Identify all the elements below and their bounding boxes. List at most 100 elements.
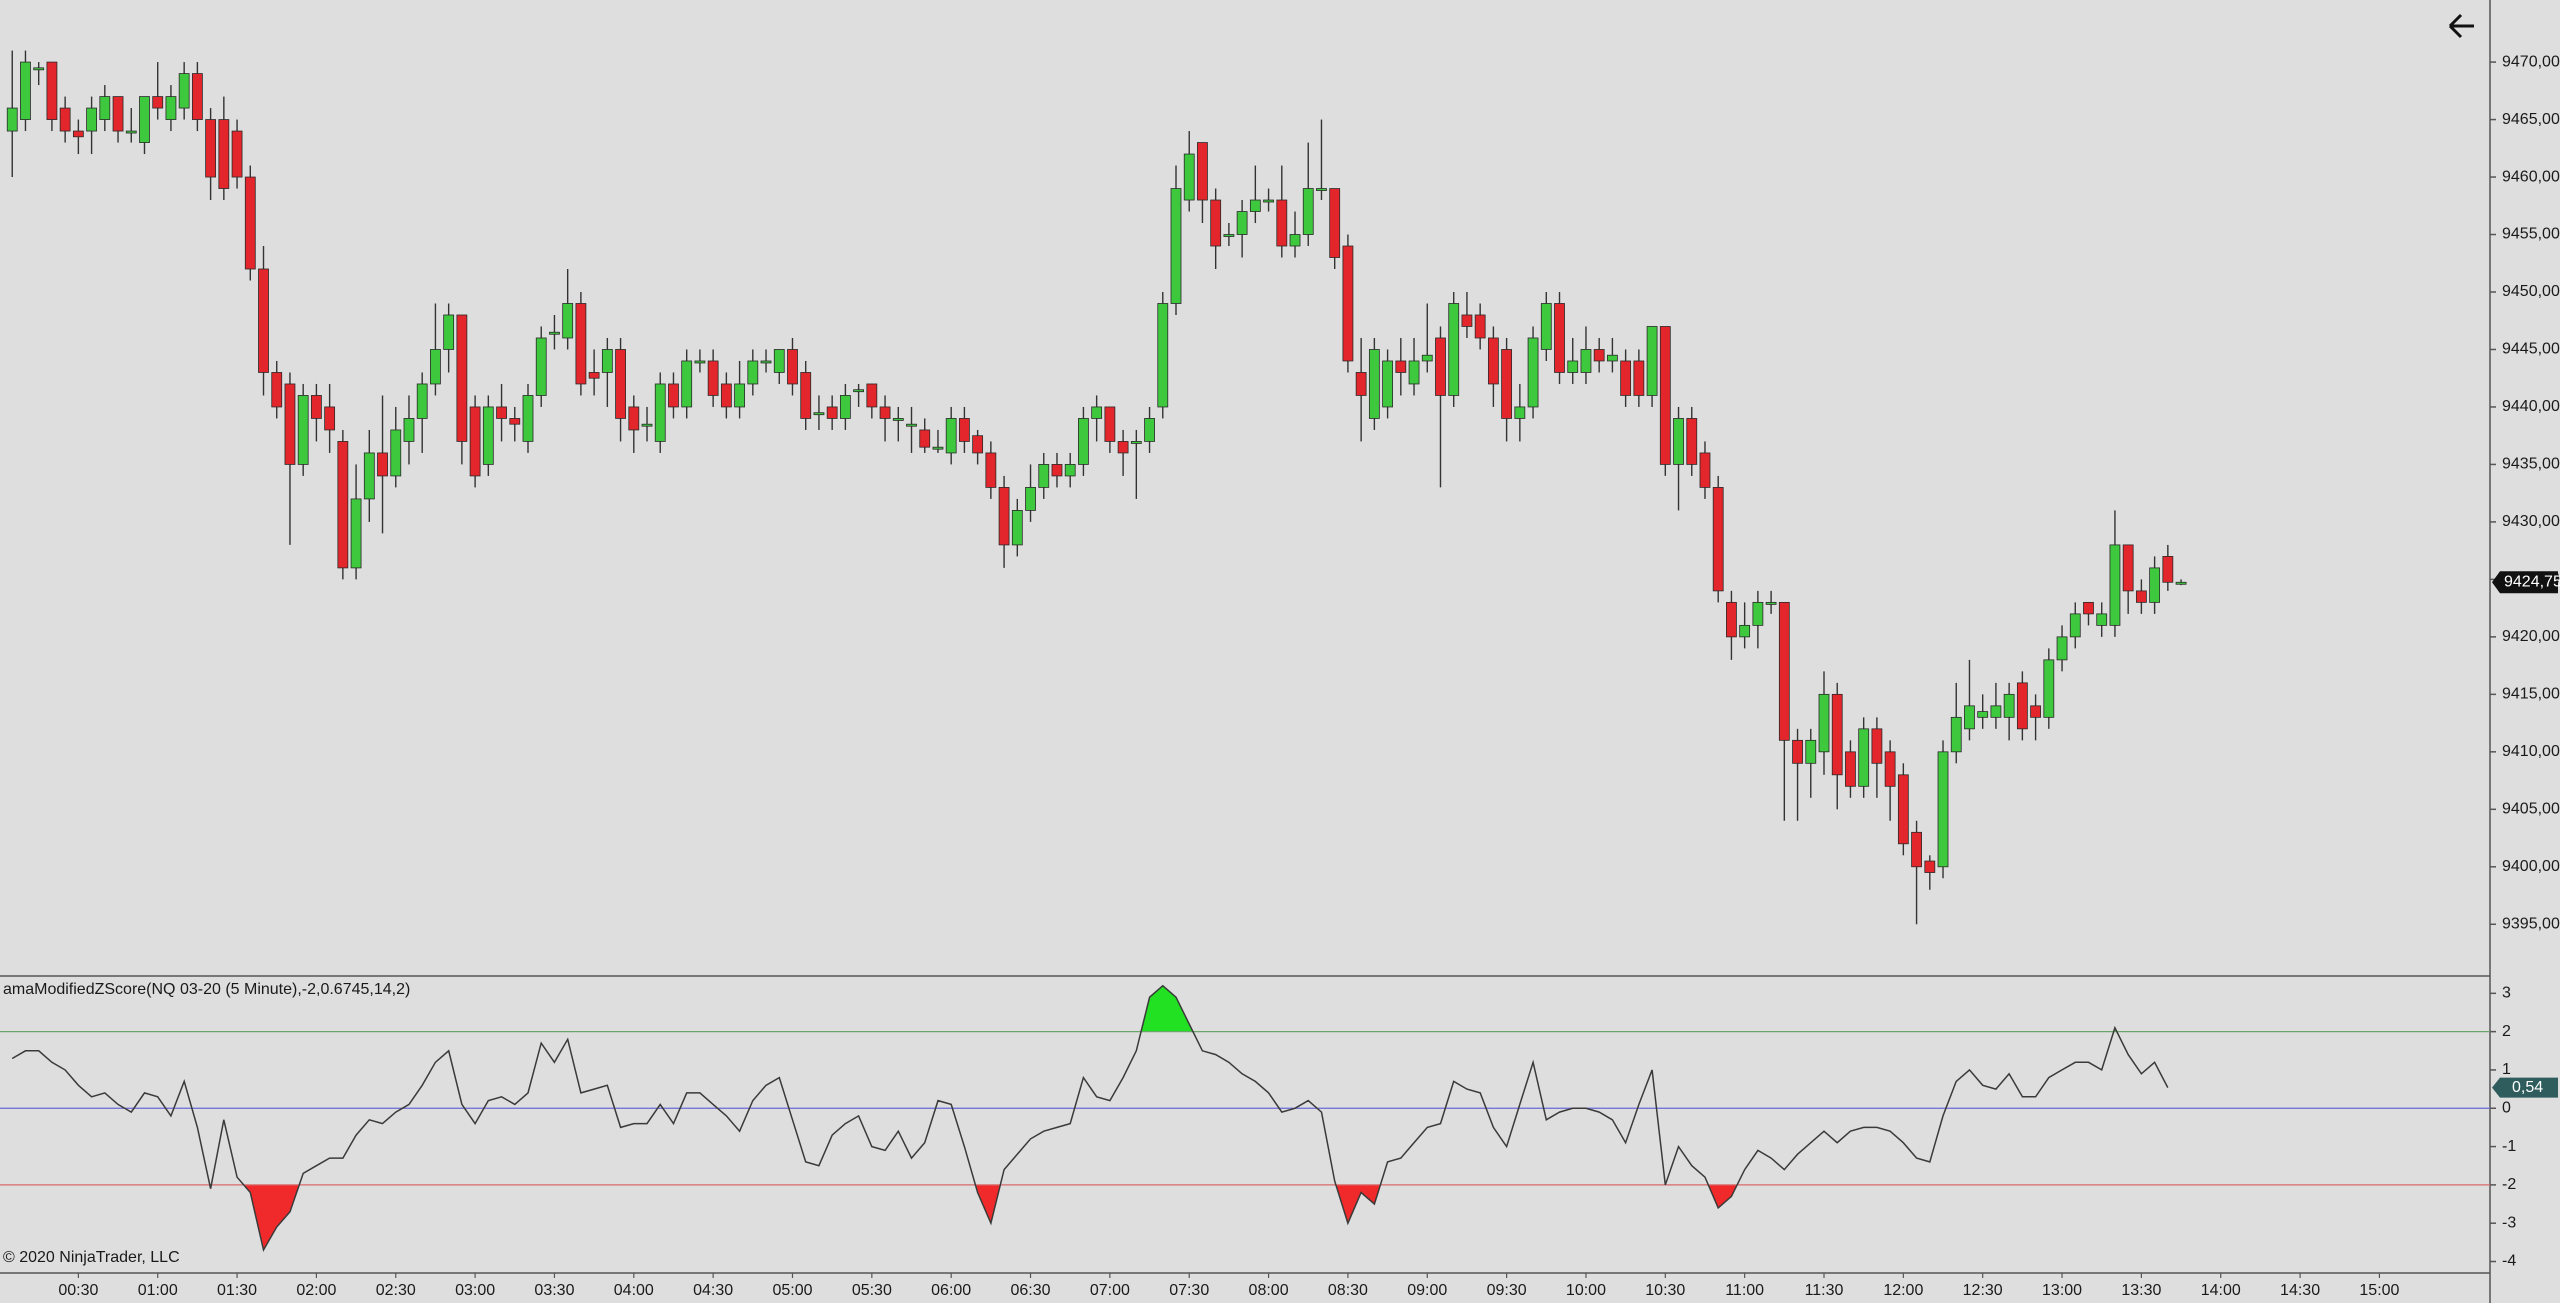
- x-tick-label: 10:00: [1566, 1282, 1606, 1299]
- candle-body: [1607, 354, 1618, 362]
- candle-body: [1144, 418, 1155, 442]
- candle-body: [337, 441, 349, 569]
- candle-body: [1316, 188, 1327, 191]
- candle-body: [99, 96, 111, 120]
- candle-body: [1778, 601, 1790, 741]
- candle-body: [72, 130, 84, 138]
- candle-body: [2083, 601, 2094, 615]
- candle-body: [46, 61, 58, 120]
- x-tick-label: 11:00: [1725, 1282, 1764, 1299]
- x-tick-label: 12:00: [1883, 1282, 1923, 1299]
- candles: [6, 50, 2187, 925]
- candle-body: [1977, 711, 1989, 718]
- candle-body: [1355, 372, 1367, 396]
- x-tick-label: 01:00: [138, 1282, 178, 1299]
- candle-body: [1897, 774, 1909, 845]
- x-tick-label: 03:30: [534, 1282, 574, 1299]
- y-tick-label: -4: [2502, 1253, 2516, 1270]
- candle-body: [641, 423, 653, 427]
- candle-body: [1673, 418, 1684, 465]
- y-tick-label: 9460,00: [2502, 168, 2560, 185]
- y-tick-label: 9410,00: [2502, 743, 2560, 760]
- x-tick-label: 13:30: [2121, 1282, 2161, 1299]
- candle-body: [1382, 360, 1393, 408]
- x-tick-label: 05:00: [772, 1282, 812, 1299]
- y-tick-label: 9465,00: [2502, 111, 2560, 128]
- candle-body: [2122, 544, 2134, 592]
- y-tick-label: 9395,00: [2502, 915, 2560, 932]
- indicator-line: [11, 984, 2169, 1253]
- candle-body: [443, 314, 455, 350]
- candle-body: [1474, 314, 1486, 339]
- candle-body: [562, 303, 574, 339]
- y-tick-label: 1: [2502, 1061, 2511, 1078]
- candle-body: [773, 349, 785, 373]
- candle-body: [1501, 349, 1513, 419]
- candle-body: [1911, 831, 1922, 868]
- candle-body: [218, 119, 230, 189]
- candle-body: [535, 337, 547, 396]
- x-tick-label: 09:30: [1487, 1282, 1527, 1299]
- candle-body: [1011, 510, 1023, 546]
- candle-body: [906, 423, 917, 427]
- x-tick-label: 10:30: [1645, 1282, 1685, 1299]
- candle-body: [1739, 624, 1751, 638]
- x-tick-label: 02:30: [376, 1282, 416, 1299]
- candle-body: [1554, 303, 1565, 373]
- candle-body: [839, 395, 851, 419]
- candle-body: [707, 360, 719, 396]
- candle-body: [1871, 728, 1883, 764]
- candle-body: [1580, 349, 1592, 373]
- candle-body: [271, 372, 283, 408]
- y-tick-label: 9470,00: [2502, 53, 2560, 70]
- candle-body: [1990, 705, 2002, 718]
- candle-body: [787, 349, 798, 385]
- candle-body: [1831, 693, 1843, 776]
- candle-body: [363, 452, 375, 500]
- back-arrow[interactable]: [2448, 13, 2474, 39]
- candle-body: [496, 406, 507, 419]
- candle-body: [1130, 441, 1142, 444]
- x-tick-label: 06:00: [931, 1282, 971, 1299]
- candle-body: [139, 96, 150, 143]
- candle-body: [1421, 354, 1433, 362]
- candle-body: [1223, 234, 1235, 237]
- candle-body: [945, 418, 957, 454]
- last-price-label: 9424,75: [2504, 573, 2560, 590]
- candle-body: [1051, 464, 1063, 477]
- candle-body: [932, 446, 944, 450]
- candle-body: [1818, 693, 1830, 753]
- candle-body: [2096, 613, 2108, 626]
- candle-body: [919, 429, 931, 448]
- candle-body: [2135, 590, 2147, 603]
- candle-body: [1633, 360, 1645, 396]
- y-tick-label: 9445,00: [2502, 341, 2560, 358]
- x-tick-label: 02:00: [296, 1282, 336, 1299]
- candle-body: [482, 406, 494, 465]
- candle-body: [1712, 487, 1724, 592]
- candle-body: [2043, 659, 2055, 718]
- candle-body: [1884, 751, 1896, 787]
- candle-body: [1726, 601, 1737, 638]
- candle-body: [575, 303, 587, 385]
- candle-body: [469, 406, 481, 477]
- y-tick-label: 9430,00: [2502, 513, 2560, 530]
- candle-body: [112, 96, 124, 132]
- x-tick-label: 01:30: [217, 1282, 257, 1299]
- x-tick-label: 06:30: [1011, 1282, 1051, 1299]
- candle-body: [1368, 349, 1380, 419]
- candle-body: [985, 452, 997, 488]
- candle-body: [2069, 613, 2081, 638]
- y-tick-label: 9405,00: [2502, 801, 2560, 818]
- indicator-title: amaModifiedZScore(NQ 03-20 (5 Minute),-2…: [3, 981, 410, 998]
- candle-body: [324, 406, 336, 431]
- candle-body: [416, 383, 428, 419]
- back-button[interactable]: [2440, 8, 2484, 44]
- candle-body: [1170, 188, 1182, 304]
- candle-body: [59, 107, 71, 132]
- candle-body: [826, 406, 838, 419]
- candle-body: [959, 418, 970, 442]
